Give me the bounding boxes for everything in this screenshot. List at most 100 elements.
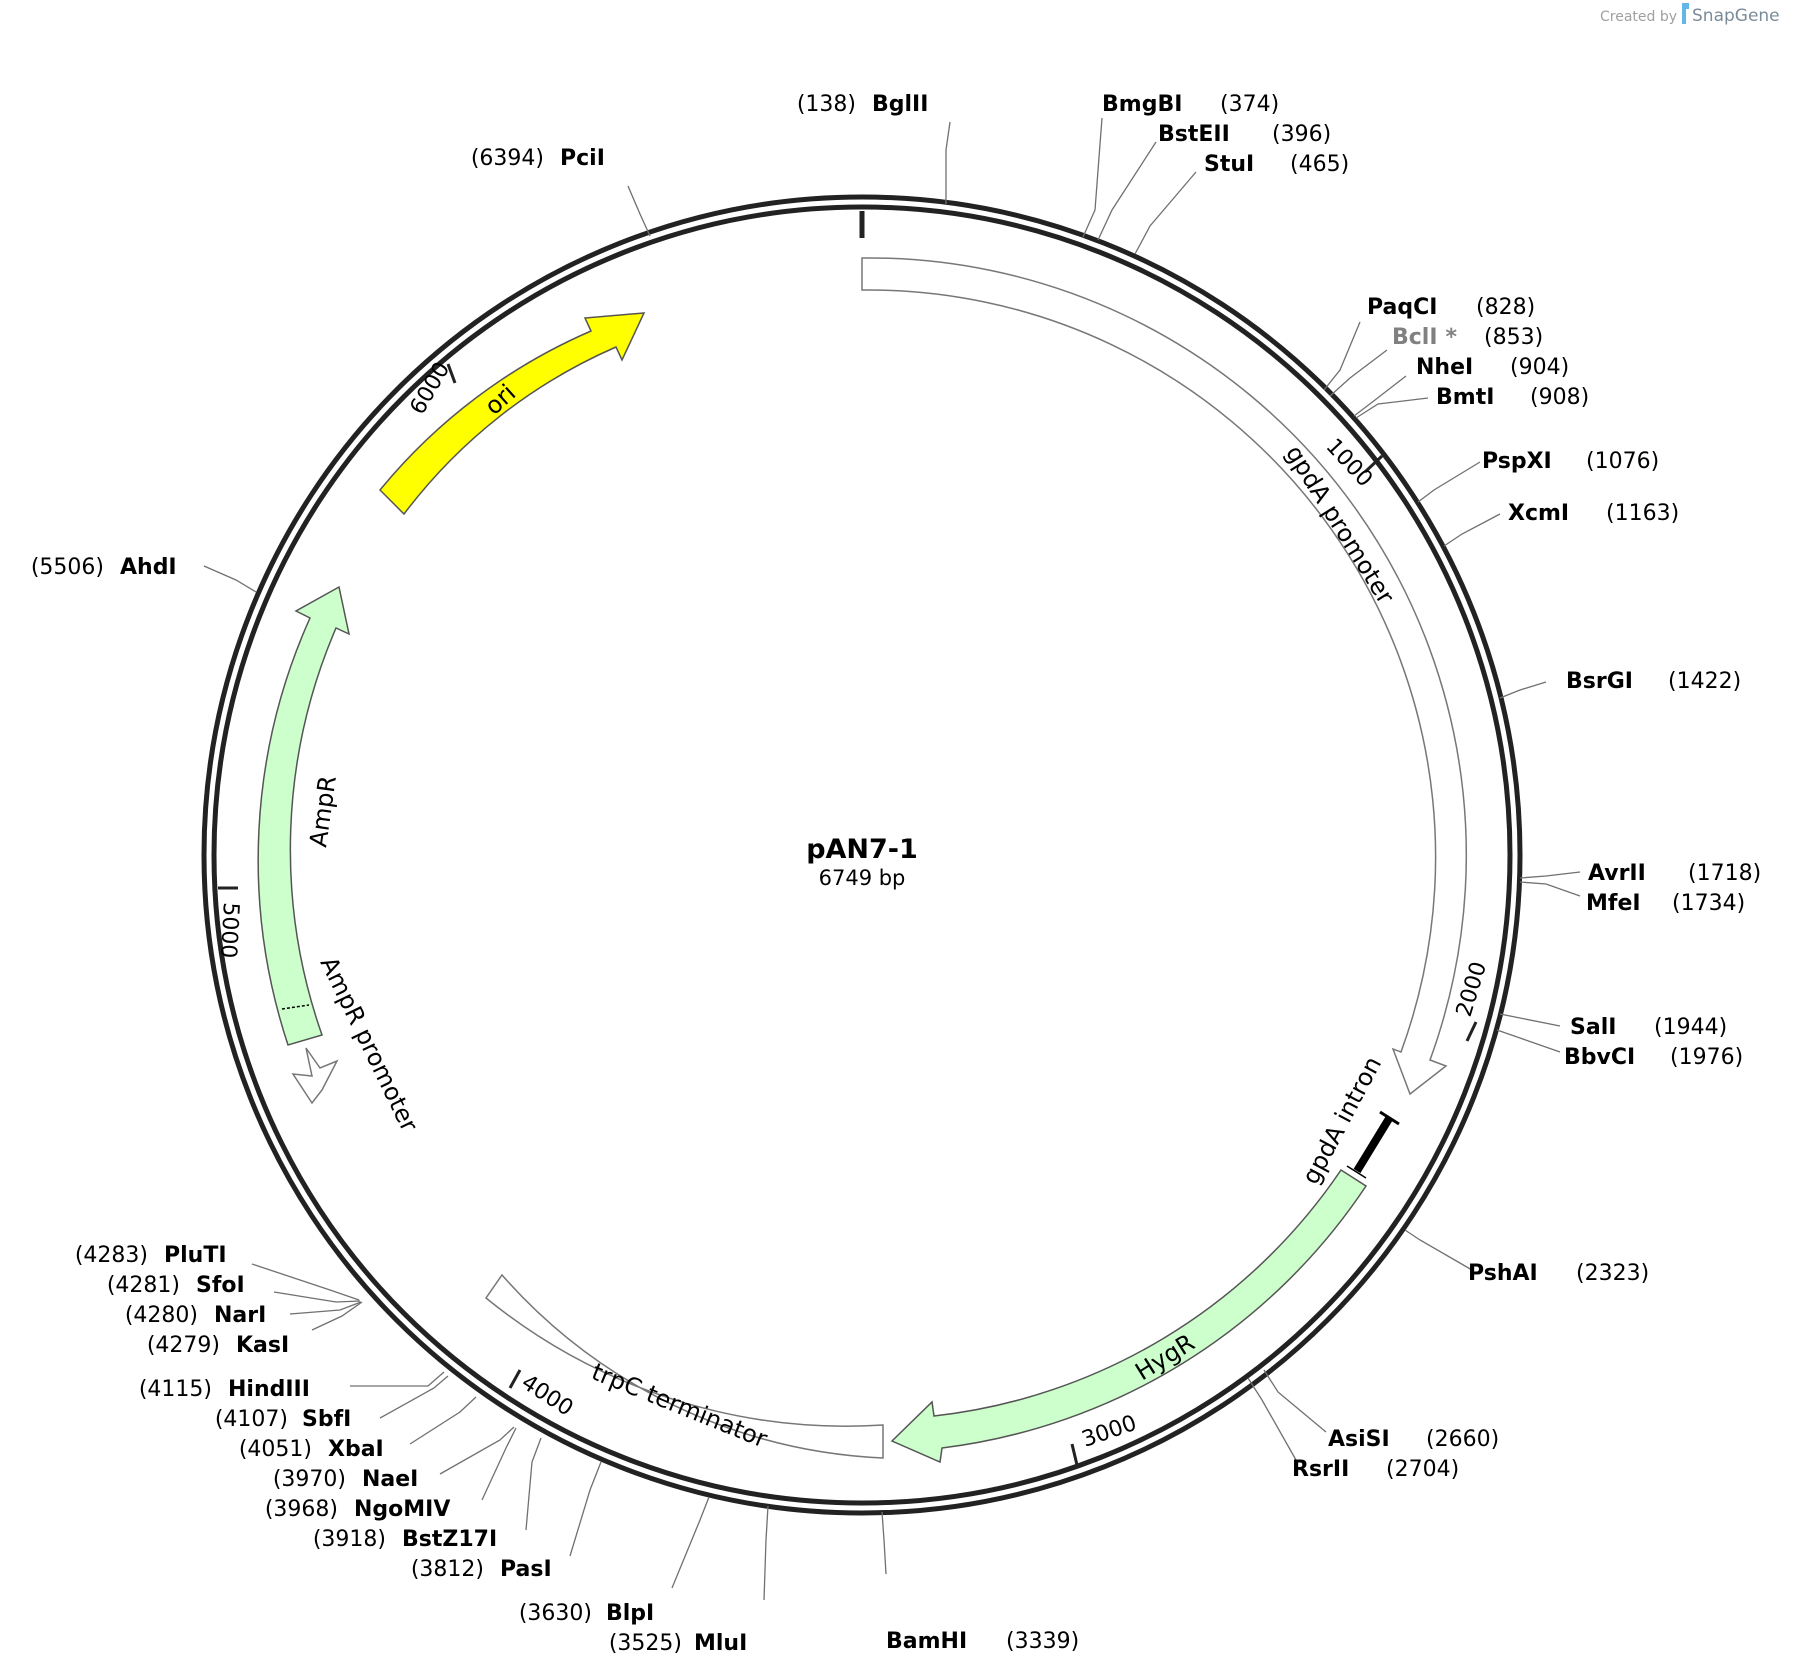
site-pos-RsrII: (2704) bbox=[1386, 1457, 1459, 1482]
site-pos-NgoMIV: (3968) bbox=[265, 1497, 338, 1522]
site-labels: (138) BglII BmgBI (374) BstEII (396) Stu… bbox=[31, 92, 1761, 1656]
site-pos-XbaI: (4051) bbox=[239, 1437, 312, 1462]
leader-MfeI bbox=[1519, 881, 1581, 897]
leader-NgoMIV bbox=[481, 1427, 517, 1501]
leader-PluTI bbox=[251, 1263, 360, 1301]
leader-SfoI bbox=[273, 1291, 361, 1303]
site-name-HindIII[interactable]: HindIII bbox=[228, 1377, 310, 1402]
site-pos-BmtI: (908) bbox=[1530, 385, 1589, 410]
feature-AmpR[interactable]: AmpR bbox=[257, 585, 351, 1046]
site-name-PciI[interactable]: PciI bbox=[560, 146, 605, 171]
tick-label-2000: 2000 bbox=[1452, 959, 1492, 1020]
site-pos-BstZ17I: (3918) bbox=[313, 1527, 386, 1552]
site-name-BbvCI[interactable]: BbvCI bbox=[1564, 1045, 1635, 1070]
feature-gpdA-intron[interactable]: gpdA intron bbox=[1297, 1052, 1400, 1189]
leader-BglII bbox=[945, 121, 951, 204]
tick-4000 bbox=[508, 1369, 522, 1389]
feature-label-AmpR-promoter: AmpR promoter bbox=[315, 952, 424, 1136]
site-name-PluTI[interactable]: PluTI bbox=[164, 1243, 227, 1268]
site-name-RsrII[interactable]: RsrII bbox=[1292, 1457, 1349, 1482]
leader-BbvCI bbox=[1496, 1029, 1561, 1053]
site-name-BstZ17I[interactable]: BstZ17I bbox=[402, 1527, 497, 1552]
site-name-NaeI[interactable]: NaeI bbox=[362, 1467, 418, 1492]
site-name-AvrII[interactable]: AvrII bbox=[1588, 861, 1646, 886]
site-name-NheI[interactable]: NheI bbox=[1416, 355, 1473, 380]
leader-BstEII bbox=[1097, 141, 1157, 241]
site-name-MluI[interactable]: MluI bbox=[694, 1631, 747, 1656]
site-name-XcmI[interactable]: XcmI bbox=[1508, 501, 1569, 526]
site-pos-NarI: (4280) bbox=[125, 1303, 198, 1328]
site-pos-XcmI: (1163) bbox=[1606, 501, 1679, 526]
site-pos-SbfI: (4107) bbox=[215, 1407, 288, 1432]
plasmid-length: 6749 bp bbox=[819, 866, 906, 890]
site-name-BmtI[interactable]: BmtI bbox=[1436, 385, 1494, 410]
leader-NheI bbox=[1353, 375, 1407, 417]
site-pos-BamHI: (3339) bbox=[1006, 1629, 1079, 1654]
leader-BmgBI bbox=[1082, 117, 1103, 238]
leader-BclI bbox=[1329, 349, 1388, 397]
site-name-SbfI[interactable]: SbfI bbox=[302, 1407, 351, 1432]
site-pos-PspXI: (1076) bbox=[1586, 449, 1659, 474]
leader-NaeI bbox=[439, 1426, 515, 1475]
site-pos-StuI: (465) bbox=[1290, 152, 1349, 177]
site-name-PshAI[interactable]: PshAI bbox=[1468, 1261, 1538, 1286]
tick-label-5000: 5000 bbox=[215, 902, 243, 959]
leader-AsiSI bbox=[1263, 1369, 1327, 1433]
site-pos-AvrII: (1718) bbox=[1688, 861, 1761, 886]
leader-PaqCI bbox=[1323, 321, 1361, 391]
site-name-BmgBI[interactable]: BmgBI bbox=[1102, 92, 1182, 117]
site-name-BsrGI[interactable]: BsrGI bbox=[1566, 669, 1633, 694]
site-name-PspXI[interactable]: PspXI bbox=[1482, 449, 1552, 474]
site-pos-SalI: (1944) bbox=[1654, 1015, 1727, 1040]
site-name-PasI[interactable]: PasI bbox=[500, 1557, 552, 1582]
site-name-SfoI[interactable]: SfoI bbox=[196, 1273, 245, 1298]
site-pos-KasI: (4279) bbox=[147, 1333, 220, 1358]
site-leader-lines bbox=[203, 117, 1581, 1601]
tick-3000 bbox=[1070, 1443, 1079, 1466]
site-name-BglII[interactable]: BglII bbox=[872, 92, 928, 117]
site-pos-PasI: (3812) bbox=[411, 1557, 484, 1582]
feature-label-gpdA-intron: gpdA intron bbox=[1297, 1052, 1388, 1189]
leader-BsrGI bbox=[1499, 681, 1547, 699]
site-pos-BlpI: (3630) bbox=[519, 1601, 592, 1626]
tick-1000 bbox=[1363, 454, 1384, 474]
leader-StuI bbox=[1134, 171, 1197, 255]
feature-label-trpC-terminator: trpC terminator bbox=[588, 1358, 771, 1454]
site-name-MfeI[interactable]: MfeI bbox=[1586, 891, 1641, 916]
feature-AmpR-promoter[interactable]: AmpR promoter bbox=[291, 952, 424, 1136]
site-pos-BglII: (138) bbox=[797, 92, 856, 117]
site-name-BstEII[interactable]: BstEII bbox=[1158, 122, 1230, 147]
leader-XcmI bbox=[1443, 513, 1501, 547]
site-name-BlpI[interactable]: BlpI bbox=[606, 1601, 654, 1626]
credit-prefix: Created by bbox=[1600, 9, 1677, 25]
site-name-BamHI[interactable]: BamHI bbox=[886, 1629, 967, 1654]
plasmid-name: pAN7-1 bbox=[806, 834, 918, 865]
site-pos-PaqCI: (828) bbox=[1476, 295, 1535, 320]
leader-PspXI bbox=[1417, 461, 1481, 503]
site-name-NarI[interactable]: NarI bbox=[214, 1303, 266, 1328]
site-name-KasI[interactable]: KasI bbox=[236, 1333, 289, 1358]
site-pos-NaeI: (3970) bbox=[273, 1467, 346, 1492]
feature-gpdA-promoter[interactable]: gpdA promoter bbox=[861, 257, 1468, 1096]
site-pos-BclI: (853) bbox=[1484, 325, 1543, 350]
site-name-XbaI[interactable]: XbaI bbox=[328, 1437, 384, 1462]
site-pos-HindIII: (4115) bbox=[139, 1377, 212, 1402]
site-name-AsiSI[interactable]: AsiSI bbox=[1328, 1427, 1390, 1452]
tick-label-4000: 4000 bbox=[517, 1370, 578, 1421]
site-name-StuI[interactable]: StuI bbox=[1204, 152, 1254, 177]
leader-KasI bbox=[311, 1301, 363, 1331]
site-pos-BstEII: (396) bbox=[1272, 122, 1331, 147]
site-name-AhdI[interactable]: AhdI bbox=[120, 555, 177, 580]
site-pos-MfeI: (1734) bbox=[1672, 891, 1745, 916]
site-name-SalI[interactable]: SalI bbox=[1570, 1015, 1616, 1040]
credit-brand[interactable]: SnapGene bbox=[1692, 6, 1780, 26]
tick-2000 bbox=[1465, 1021, 1478, 1042]
backbone bbox=[201, 194, 1523, 1516]
leader-BstZ17I bbox=[525, 1437, 542, 1531]
site-name-NgoMIV[interactable]: NgoMIV bbox=[354, 1497, 450, 1522]
site-name-PaqCI[interactable]: PaqCI bbox=[1367, 295, 1437, 320]
leader-PshAI bbox=[1404, 1229, 1473, 1271]
site-name-BclI[interactable]: BclI * bbox=[1392, 325, 1458, 350]
leader-XbaI bbox=[409, 1396, 477, 1445]
